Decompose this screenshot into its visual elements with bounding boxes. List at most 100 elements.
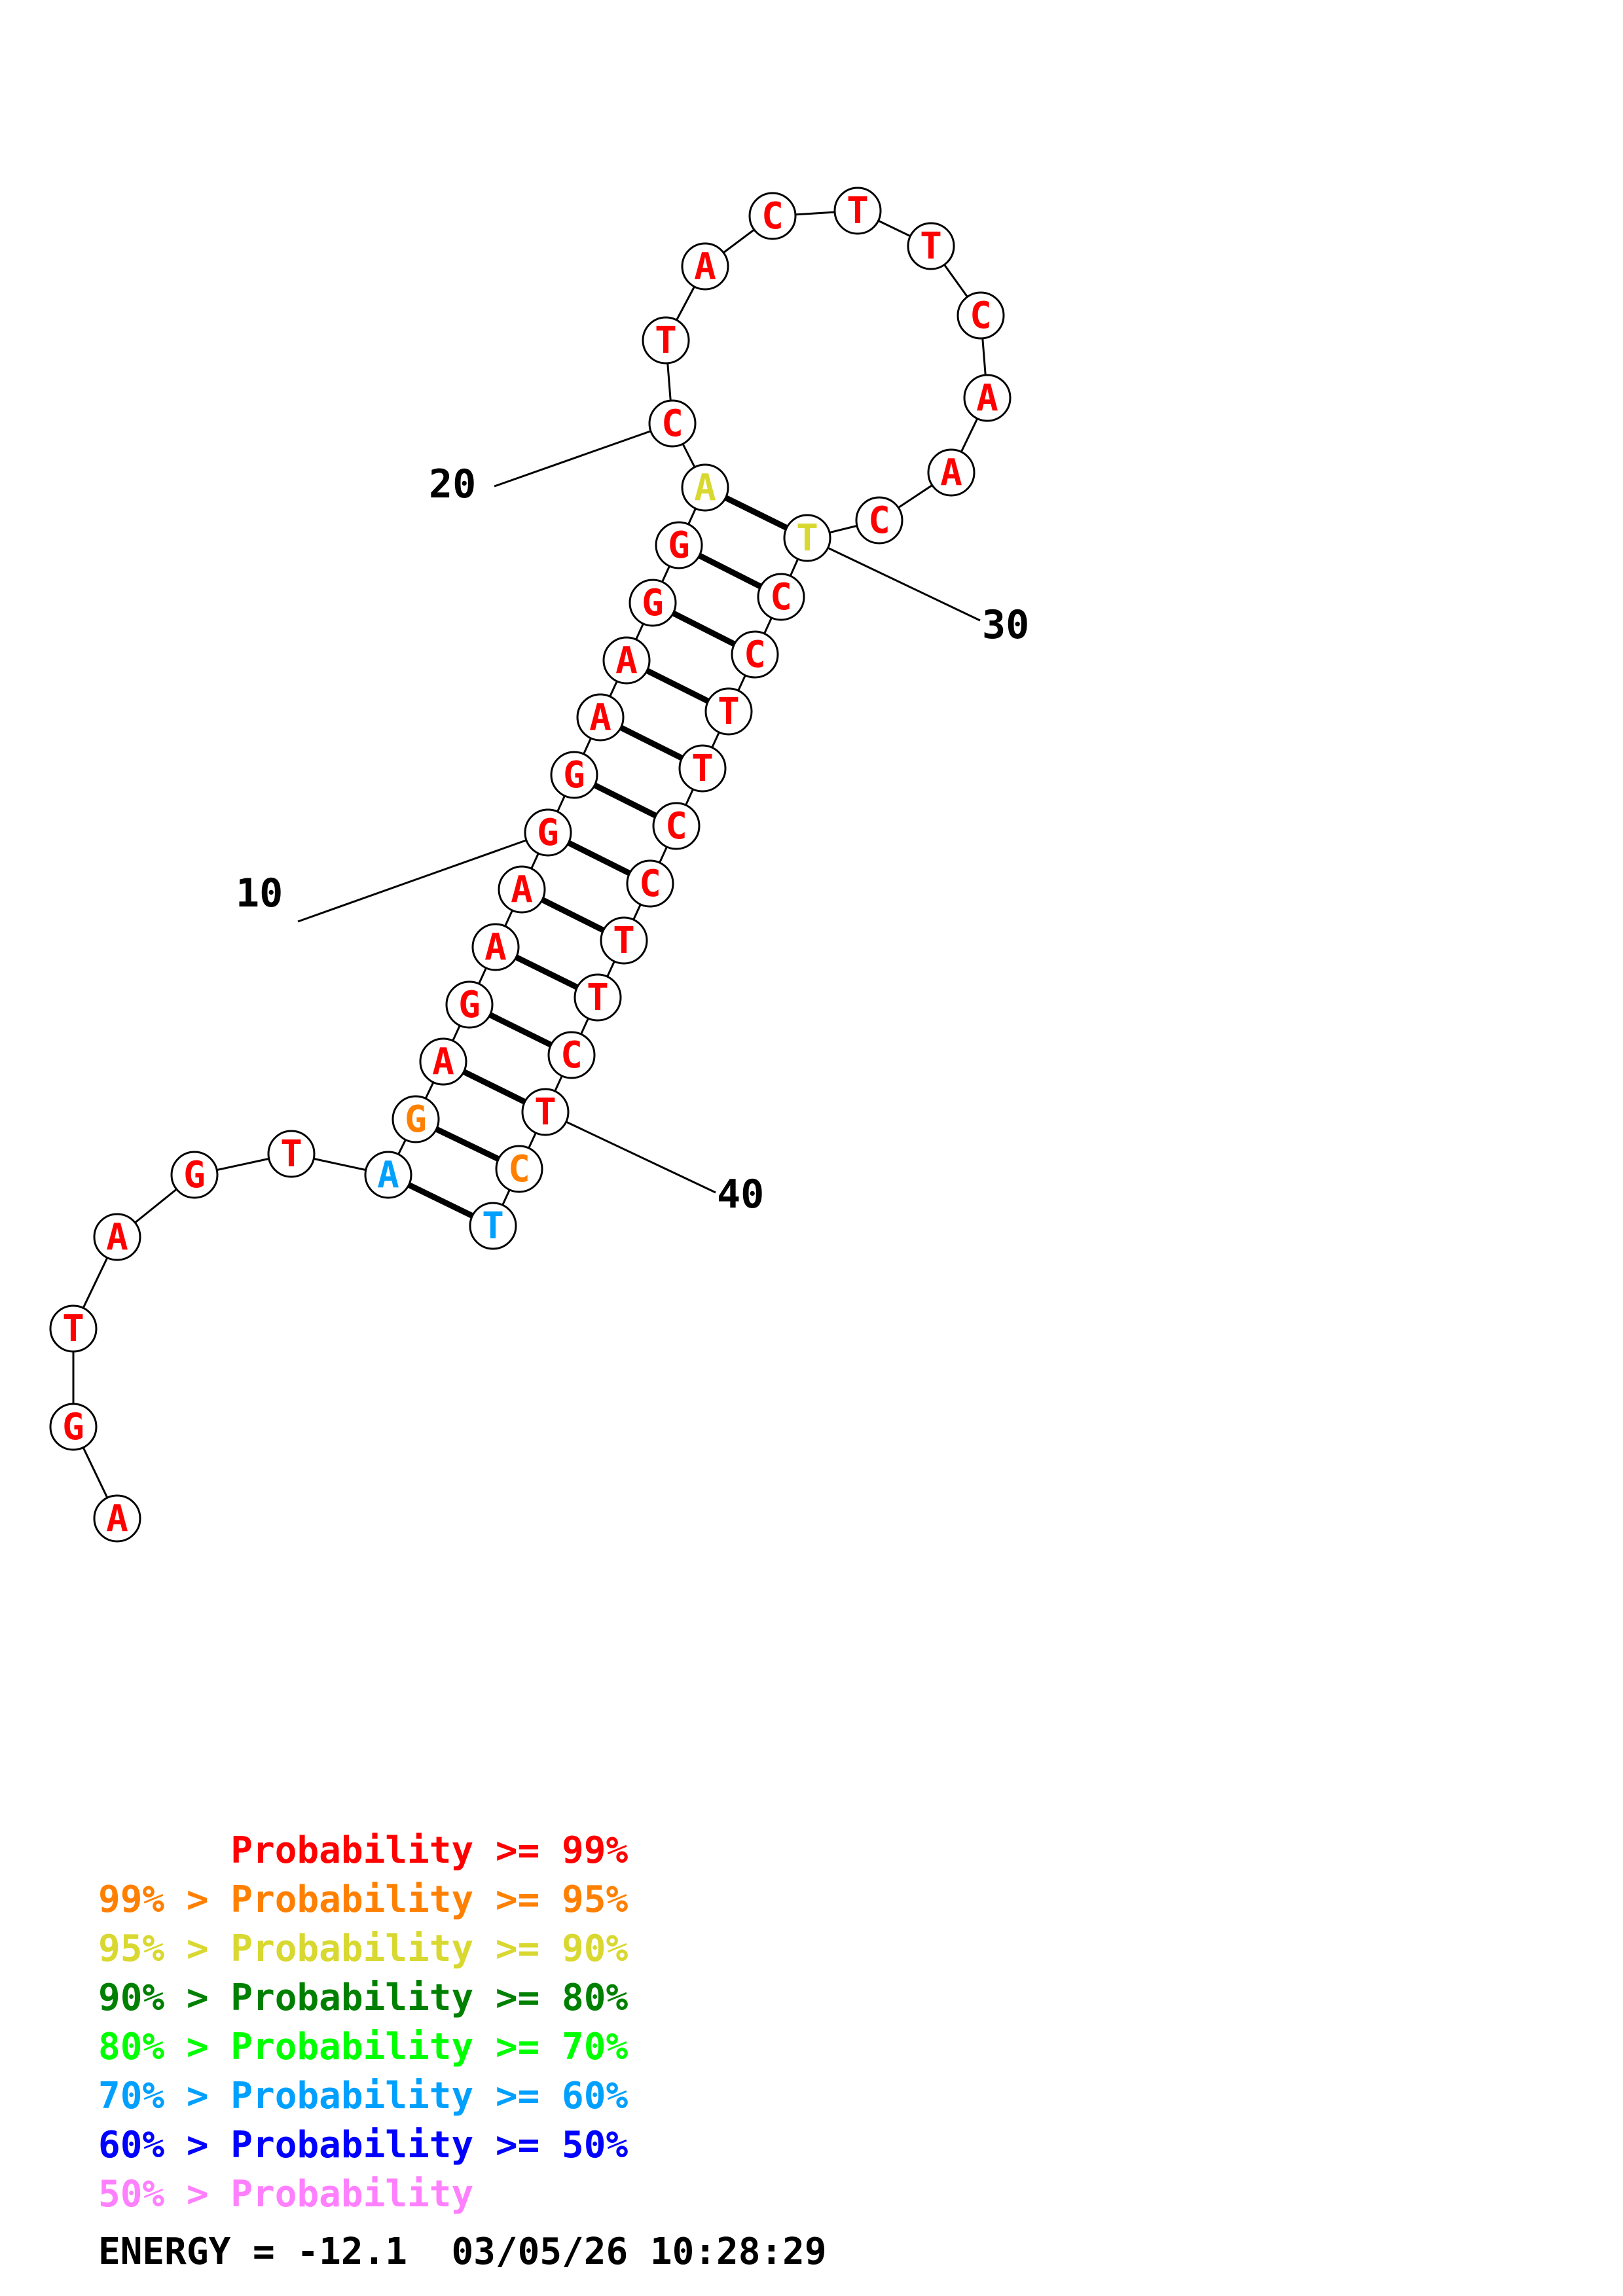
nucleotide-2: G: [49, 1403, 98, 1451]
nucleotide-circle: [521, 1088, 570, 1136]
nucleotide-circle: [49, 1304, 98, 1353]
nucleotide-letter: A: [511, 869, 533, 911]
nucleotide-letter: C: [744, 634, 766, 676]
legend-row: 99% > Probability >= 95%: [98, 1875, 1539, 1924]
nucleotide-circle: [550, 751, 598, 799]
nucleotide-letter: C: [868, 499, 890, 542]
position-label-20: 20: [429, 461, 476, 507]
nucleotide-circle: [907, 222, 955, 270]
legend-row: 70% > Probability >= 60%: [98, 2072, 1539, 2121]
nucleotide-circle: [602, 636, 651, 685]
nucleotide-letter: A: [432, 1041, 454, 1083]
nucleotide-circle: [469, 1202, 517, 1250]
legend-prefix: 50% >: [98, 2173, 231, 2215]
nucleotide-circle: [963, 374, 1012, 422]
legend-text: Probability >= 50%: [230, 2124, 629, 2166]
nucleotide-12: A: [498, 865, 546, 914]
nucleotide-letter: G: [563, 754, 585, 797]
legend-row: Probability >= 99%: [98, 1826, 1539, 1875]
nucleotide-circle: [833, 187, 882, 235]
nucleotide-circle: [731, 630, 779, 679]
nucleotide-circle: [364, 1151, 412, 1199]
nucleotide-circle: [783, 514, 831, 562]
nucleotide-4: A: [93, 1213, 141, 1261]
nucleotide-7: A: [364, 1151, 412, 1199]
nucleotide-circle: [655, 521, 703, 569]
nucleotide-circle: [170, 1151, 219, 1199]
legend-text: Probability >= 80%: [230, 1977, 629, 2019]
nucleotide-42: T: [469, 1202, 517, 1250]
footer-line: ENERGY = -12.1 03/05/26 10:28:29: [98, 2231, 827, 2273]
nucleotide-letter: G: [458, 984, 481, 1026]
nucleotide-14: G: [550, 751, 598, 799]
nucleotide-circle: [957, 291, 1005, 340]
nucleotide-letter: A: [615, 639, 638, 682]
legend-text: Probability >= 90%: [230, 1928, 629, 1970]
nucleotide-15: A: [576, 693, 625, 742]
nucleotide-letter: T: [847, 190, 869, 232]
legend-row: 90% > Probability >= 80%: [98, 1973, 1539, 2022]
legend-prefix: [98, 1829, 230, 1872]
nucleotide-letter: T: [920, 225, 942, 268]
nucleotide-circle: [495, 1145, 543, 1193]
timestamp: 03/05/26 10:28:29: [451, 2231, 827, 2273]
nucleotide-letter: A: [589, 696, 611, 739]
nucleotide-letter: G: [668, 524, 690, 567]
nucleotide-26: C: [957, 291, 1005, 340]
nucleotide-circle: [681, 242, 729, 291]
nucleotide-25: T: [907, 222, 955, 270]
nucleotide-letter: A: [940, 452, 962, 494]
probability-legend: Probability >= 99% 99% > Probability >= 9…: [98, 1826, 1539, 2219]
nucleotide-8: G: [392, 1095, 440, 1143]
nucleotide-letter: A: [106, 1216, 128, 1259]
legend-prefix: 70% >: [98, 2075, 231, 2117]
nucleotide-10: G: [445, 980, 494, 1029]
nucleotide-letter: T: [534, 1091, 556, 1134]
nucleotide-letter: G: [405, 1098, 427, 1141]
nucleotide-letter: C: [661, 403, 684, 445]
nucleotide-circle: [629, 579, 677, 627]
energy-value: ENERGY = -12.1: [98, 2231, 408, 2273]
nucleotide-letter: C: [770, 576, 792, 619]
nucleotide-9: A: [419, 1037, 467, 1086]
nucleotide-letter: T: [691, 747, 714, 790]
nucleotide-circle: [648, 399, 697, 448]
nucleotide-letter: T: [718, 691, 740, 733]
nucleotide-letter: T: [62, 1308, 84, 1350]
legend-text: Probability: [230, 2173, 474, 2215]
nucleotide-circle: [419, 1037, 467, 1086]
nucleotide-letter: G: [62, 1406, 84, 1448]
nucleotide-circle: [927, 448, 976, 497]
legend-row: 95% > Probability >= 90%: [98, 1924, 1539, 1973]
nucleotide-letter: C: [970, 295, 992, 337]
legend-text: Probability >= 99%: [230, 1829, 629, 1872]
nucleotide-letter: C: [665, 805, 687, 848]
legend-prefix: 95% >: [98, 1928, 231, 1970]
legend-text: Probability >= 95%: [230, 1878, 629, 1921]
nucleotide-circle: [681, 463, 729, 512]
legend-prefix: 90% >: [98, 1977, 231, 2019]
nucleotide-20: C: [648, 399, 697, 448]
position-leader-line: [545, 1111, 716, 1194]
nucleotide-33: T: [704, 687, 753, 736]
nucleotide-32: C: [731, 630, 779, 679]
nucleotide-letter: A: [694, 245, 716, 288]
nucleotide-circle: [855, 496, 903, 545]
nucleotide-circle: [678, 744, 727, 793]
nucleotide-36: C: [626, 859, 674, 908]
nucleotide-circle: [704, 687, 753, 736]
nucleotide-circle: [445, 980, 494, 1029]
nucleotide-letter: G: [537, 812, 559, 854]
nucleotide-letter: T: [482, 1205, 504, 1247]
nucleotide-31: C: [757, 573, 805, 621]
nucleotide-16: A: [602, 636, 651, 685]
position-leader-line: [297, 831, 549, 923]
nucleotide-22: A: [681, 242, 729, 291]
nucleotide-5: G: [170, 1151, 219, 1199]
nucleotide-circle: [574, 973, 622, 1022]
nucleotide-circle: [471, 923, 520, 971]
legend-prefix: 80% >: [98, 2026, 231, 2068]
nucleotide-29: C: [855, 496, 903, 545]
nucleotide-11: A: [471, 923, 520, 971]
